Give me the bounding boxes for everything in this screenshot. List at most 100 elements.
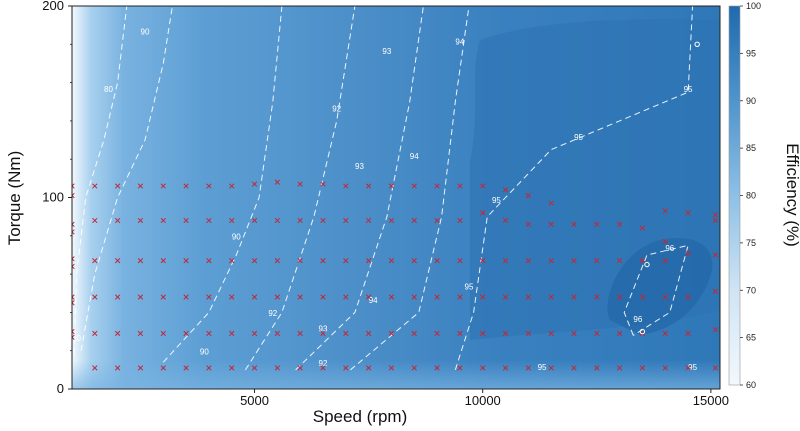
measurement-marker <box>457 183 463 189</box>
contour-label: 93 <box>382 47 391 56</box>
x-tick-label: 15000 <box>693 393 729 408</box>
x-tick-label: 10000 <box>465 393 501 408</box>
x-tick-label: 5000 <box>240 393 269 408</box>
measurement-marker <box>72 300 75 306</box>
contour-label: 95 <box>684 85 693 94</box>
measurement-marker <box>434 330 440 337</box>
measurement-marker <box>388 330 395 337</box>
measurement-marker <box>616 330 623 337</box>
measurement-marker <box>457 258 463 264</box>
measurement-marker <box>594 294 600 300</box>
measurement-marker <box>712 212 719 218</box>
measurement-marker <box>274 179 281 185</box>
measurement-marker <box>388 258 395 264</box>
measurement-marker <box>662 365 668 371</box>
measurement-marker <box>712 365 719 371</box>
measurement-marker <box>525 365 531 371</box>
y-tick-label: 0 <box>57 381 64 396</box>
measurement-marker <box>72 256 75 262</box>
measurement-marker <box>712 252 719 258</box>
measurement-marker <box>229 365 235 371</box>
measurement-marker <box>183 183 189 189</box>
colorbar-tick-label: 95 <box>746 48 756 58</box>
contour-label: 95 <box>465 282 474 291</box>
measurement-marker <box>685 250 691 256</box>
measurement-marker <box>160 258 166 264</box>
contour-label: 92 <box>332 104 341 113</box>
measurement-marker <box>206 183 212 189</box>
measurement-marker <box>502 217 509 224</box>
measurement-marker <box>480 365 486 371</box>
measurement-marker <box>548 294 554 300</box>
measurement-marker <box>297 294 303 300</box>
heat-field <box>72 6 720 389</box>
contour-label: 95 <box>688 363 697 372</box>
measurement-marker <box>229 217 235 224</box>
measurement-marker <box>616 365 623 371</box>
measurement-marker <box>571 294 577 300</box>
measurement-marker <box>685 294 691 300</box>
measurement-marker <box>343 294 349 300</box>
measurement-marker <box>183 365 189 371</box>
measurement-marker <box>114 217 121 224</box>
measurement-marker <box>685 365 691 371</box>
contour-line-90 <box>162 6 283 363</box>
measurement-marker <box>114 183 121 189</box>
highlight-circles <box>639 41 700 335</box>
measurement-marker <box>457 330 463 337</box>
measurement-marker <box>137 294 144 300</box>
measurement-marker <box>206 294 212 300</box>
contour-label: 90 <box>232 233 241 242</box>
measurement-marker <box>480 210 486 216</box>
measurement-marker <box>343 183 349 189</box>
measurement-marker <box>92 365 98 371</box>
measurement-marker <box>411 258 417 264</box>
measurement-marker <box>320 294 326 300</box>
measurement-marker <box>320 365 326 371</box>
contour-label: 93 <box>355 162 364 171</box>
contour-label: 94 <box>410 152 419 161</box>
measurement-marker <box>251 294 258 300</box>
measurement-marker <box>297 365 303 371</box>
colorbar <box>728 5 741 386</box>
contour-labels: 80 90 90 90 90 92 92 92 93 93 93 94 94 94 95 95 95 95 95 95… <box>72 28 698 372</box>
measurement-marker <box>594 221 600 227</box>
measurement-marker <box>434 258 440 264</box>
measurement-marker <box>183 294 189 300</box>
measurement-marker <box>274 217 281 224</box>
contour-line-90 <box>80 6 173 351</box>
measurement-marker <box>160 365 166 371</box>
contour-label: 96 <box>633 315 642 324</box>
measurement-marker <box>137 258 144 264</box>
colorbar-ticks: 60 65 70 75 80 85 90 95 100 <box>740 1 761 390</box>
measurement-marker <box>251 258 258 264</box>
contour-label: 94 <box>369 296 378 305</box>
measurement-marker <box>343 258 349 264</box>
measurement-marker <box>72 221 75 227</box>
measurement-marker <box>525 294 531 300</box>
contour-label: 90 <box>72 334 81 343</box>
measurement-marker <box>251 181 258 187</box>
measurement-marker <box>137 217 144 224</box>
measurement-marker <box>662 238 668 245</box>
contour-lines <box>73 6 694 371</box>
highlight-circle <box>639 328 646 335</box>
measurement-marker <box>72 334 75 340</box>
measurement-marker <box>571 330 577 337</box>
measurement-marker <box>297 217 303 224</box>
measurement-marker <box>297 181 303 187</box>
contour-label: 95 <box>538 363 547 372</box>
measurement-marker <box>365 365 372 371</box>
measurement-marker <box>72 229 75 235</box>
measurement-marker <box>229 258 235 264</box>
measurement-marker <box>594 258 600 264</box>
measurement-marker <box>274 258 281 264</box>
measurement-marker <box>571 258 577 264</box>
measurement-marker <box>411 365 417 371</box>
measurement-marker <box>365 330 372 337</box>
contour-label: 96 <box>665 244 674 253</box>
measurement-marker <box>434 183 440 189</box>
x-axis-ticks: 5000 10000 15000 <box>240 389 729 408</box>
